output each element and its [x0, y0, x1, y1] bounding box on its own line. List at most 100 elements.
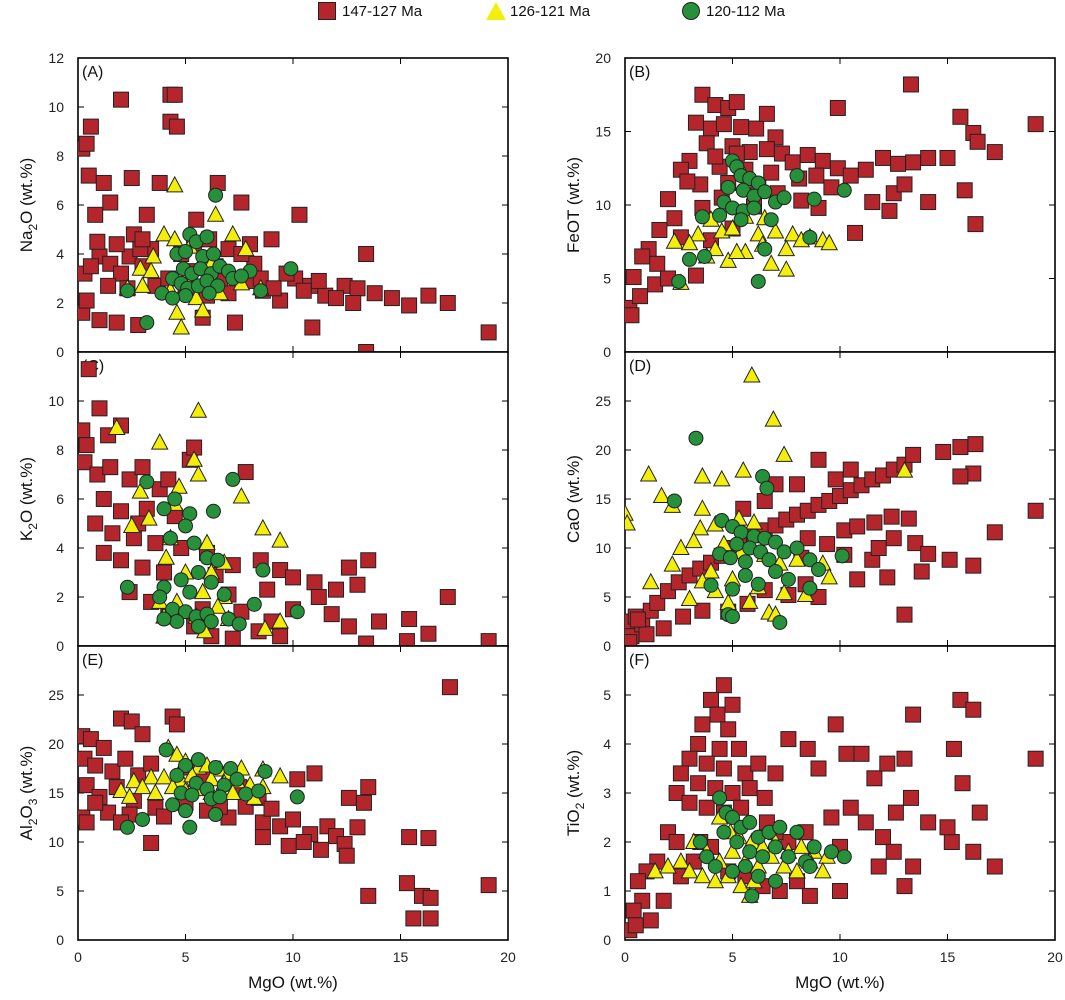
data-point-square	[905, 446, 922, 463]
panel-label: (D)	[629, 358, 651, 375]
data-point-triangle	[680, 861, 699, 879]
data-point-circle	[169, 614, 185, 629]
data-point-square	[134, 459, 151, 476]
data-point-square	[82, 258, 99, 275]
data-point-triangle	[155, 767, 173, 785]
legend-label: 126-121 Ma	[510, 2, 591, 20]
data-point-square	[78, 292, 95, 309]
data-point-square	[629, 873, 646, 890]
data-point-triangle	[625, 513, 636, 531]
data-point-square	[310, 272, 327, 289]
data-point-square	[767, 765, 784, 782]
data-point-square	[420, 625, 437, 642]
data-point-square	[920, 545, 937, 562]
data-point-circle	[768, 564, 783, 580]
data-point-circle	[119, 579, 135, 595]
data-point-square	[698, 755, 715, 772]
data-point-triangle	[762, 254, 781, 271]
data-point-triangle	[125, 771, 143, 789]
data-point-square	[881, 202, 898, 219]
points-group	[78, 679, 497, 927]
data-point-circle	[757, 241, 773, 257]
data-point-square	[398, 875, 415, 892]
data-point-triangle	[764, 410, 783, 427]
data-point-square	[660, 191, 676, 208]
data-point-square	[280, 837, 297, 854]
data-point-square	[160, 471, 177, 488]
y-axis-label-sub: 2	[26, 224, 40, 231]
data-point-square	[304, 319, 321, 336]
data-point-circle	[720, 179, 736, 195]
data-point-triangle	[766, 221, 785, 239]
data-point-triangle	[168, 303, 186, 320]
data-point-square	[100, 804, 117, 821]
data-point-circle	[742, 844, 758, 860]
data-point-triangle	[689, 224, 707, 242]
y-tick-label: 15	[595, 491, 611, 507]
data-point-square	[789, 476, 805, 493]
data-point-circle	[251, 783, 267, 799]
data-point-square	[965, 557, 982, 574]
data-point-square	[78, 814, 95, 831]
data-point-square	[441, 679, 458, 696]
data-point-square	[939, 149, 956, 166]
data-point-square	[95, 491, 112, 507]
data-point-square	[134, 726, 151, 743]
y-tick-label: 3	[603, 785, 611, 801]
x-tick-label: 10	[285, 949, 301, 965]
data-point-square	[971, 804, 988, 821]
data-point-square	[95, 739, 112, 756]
data-point-triangle	[168, 745, 186, 762]
data-point-square	[80, 361, 97, 378]
data-point-circle	[742, 814, 758, 830]
data-point-square	[715, 760, 732, 777]
data-point-square	[156, 564, 172, 581]
data-point-square	[870, 858, 887, 875]
x-tick-label: 10	[832, 949, 848, 965]
data-point-square	[295, 834, 312, 850]
data-point-square	[675, 608, 692, 625]
data-point-circle	[156, 611, 172, 627]
data-point-circle	[216, 587, 232, 603]
data-point-square	[310, 589, 327, 605]
data-point-square	[168, 716, 185, 733]
data-point-square	[668, 785, 685, 801]
y-tick-label: 5	[56, 883, 64, 899]
data-point-square	[902, 789, 919, 806]
data-point-square	[733, 119, 750, 136]
data-point-triangle	[155, 224, 173, 242]
data-point-square	[113, 91, 129, 108]
data-point-triangle	[672, 538, 690, 555]
data-point-square	[952, 108, 969, 125]
data-point-circle	[802, 229, 818, 245]
data-point-circle	[755, 849, 771, 865]
data-point-triangle	[223, 224, 242, 242]
data-point-circle	[225, 471, 241, 487]
y-tick-label: 20	[595, 442, 611, 458]
data-point-triangle	[146, 783, 165, 800]
data-point-square	[102, 194, 119, 211]
data-point-circle	[703, 577, 719, 593]
data-point-square	[263, 231, 280, 248]
data-point-square	[885, 843, 902, 860]
data-point-square	[638, 626, 655, 643]
y-tick-label: 4	[56, 246, 64, 262]
data-point-circle	[776, 190, 792, 206]
data-point-square	[694, 716, 711, 733]
data-point-square	[627, 917, 644, 934]
data-point-circle	[712, 790, 728, 806]
data-point-circle	[229, 771, 245, 787]
data-point-square	[875, 149, 891, 166]
data-point-triangle	[131, 482, 150, 499]
data-point-circle	[725, 810, 740, 825]
data-point-square	[87, 794, 104, 811]
data-point-triangle	[107, 418, 126, 435]
data-point-square	[366, 285, 383, 302]
data-point-square	[360, 779, 377, 796]
data-point-square	[340, 559, 357, 576]
data-point-square	[913, 563, 930, 580]
data-point-square	[986, 144, 1003, 161]
y-tick-label: 8	[56, 148, 64, 164]
panel-label: (A)	[82, 64, 103, 81]
y-tick-label: 4	[56, 540, 64, 556]
